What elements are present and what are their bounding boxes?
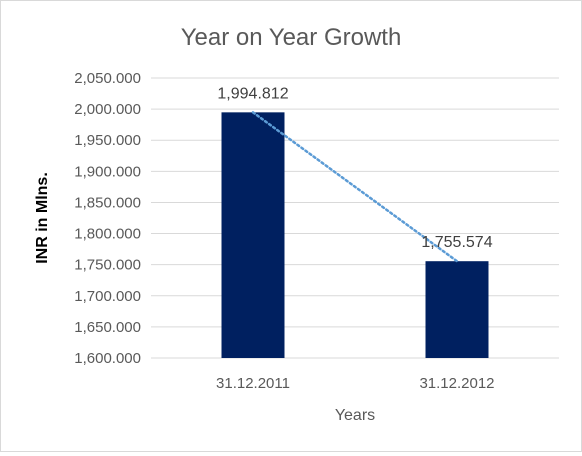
data-label: 1,755.574 — [421, 234, 492, 251]
data-labels: 1,994.812 1,755.574 — [217, 85, 492, 251]
y-tick-label: 1,950.000 — [74, 132, 141, 149]
y-tick-label: 1,600.000 — [74, 350, 141, 367]
x-axis-ticks: 31.12.2011 31.12.2012 — [216, 375, 495, 392]
y-tick-label: 1,750.000 — [74, 257, 141, 274]
data-label: 1,994.812 — [217, 85, 288, 102]
y-axis-ticks: 1,600.000 1,650.000 1,700.000 1,750.000 1,80… — [74, 70, 141, 367]
x-axis-title: Years — [335, 407, 375, 424]
y-tick-label: 1,650.000 — [74, 319, 141, 336]
x-tick-label: 31.12.2012 — [419, 375, 494, 392]
trendline-line — [251, 111, 459, 263]
y-tick-label: 2,050.000 — [74, 70, 141, 87]
y-tick-label: 1,800.000 — [74, 226, 141, 243]
bar — [221, 112, 285, 358]
y-tick-label: 1,700.000 — [74, 288, 141, 305]
y-tick-label: 1,850.000 — [74, 194, 141, 211]
bar — [425, 261, 489, 358]
x-tick-label: 31.12.2011 — [216, 375, 290, 392]
chart-title: Year on Year Growth — [181, 24, 402, 51]
y-axis-title: INR in Mlns. — [34, 172, 51, 264]
trendline — [251, 111, 459, 263]
y-tick-label: 1,900.000 — [74, 163, 141, 180]
y-tick-label: 2,000.000 — [74, 101, 141, 118]
gridlines — [151, 77, 559, 359]
bars — [221, 112, 489, 358]
